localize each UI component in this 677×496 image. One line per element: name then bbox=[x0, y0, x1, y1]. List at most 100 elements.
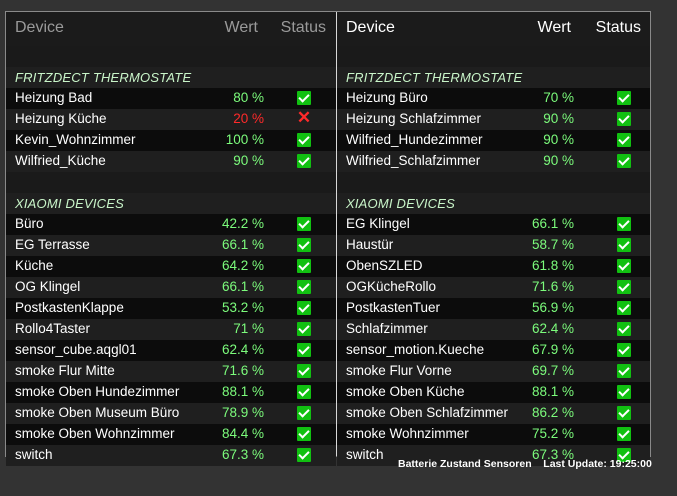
battery-status-panel: Device Wert Status FRITZDECT THERMOSTATE… bbox=[5, 11, 651, 466]
right-header-status: Status bbox=[595, 19, 641, 36]
status-ok-icon bbox=[617, 91, 631, 105]
device-name: ObenSZLED bbox=[346, 258, 423, 273]
table-row: smoke Oben Küche 88.1 % bbox=[337, 382, 650, 403]
device-value: 20 % bbox=[233, 111, 264, 126]
device-name: smoke Wohnzimmer bbox=[346, 426, 469, 441]
table-row: switch 67.3 % bbox=[337, 445, 650, 466]
status-ok-icon bbox=[297, 385, 311, 399]
device-value: 88.1 % bbox=[221, 384, 264, 399]
left-column: Device Wert Status FRITZDECT THERMOSTATE… bbox=[6, 12, 336, 466]
device-value: 62.4 % bbox=[221, 342, 264, 357]
section-title: XIAOMI DEVICES bbox=[346, 196, 455, 211]
device-name: smoke Oben Küche bbox=[346, 384, 465, 399]
right-header: Device Wert Status bbox=[337, 12, 650, 48]
device-name: Büro bbox=[15, 216, 44, 231]
table-row: smoke Oben Schlafzimmer 86.2 % bbox=[337, 403, 650, 424]
status-ok-icon bbox=[297, 406, 311, 420]
table-row: Heizung Bad 80 % bbox=[6, 88, 336, 109]
status-ok-icon bbox=[297, 133, 311, 147]
device-name: Wilfried_Schlafzimmer bbox=[346, 153, 481, 168]
table-row: smoke Wohnzimmer 75.2 % bbox=[337, 424, 650, 445]
device-value: 71 % bbox=[233, 321, 264, 336]
table-row: EG Klingel 66.1 % bbox=[337, 214, 650, 235]
device-value: 58.7 % bbox=[531, 237, 574, 252]
status-ok-icon bbox=[617, 385, 631, 399]
table-row: ObenSZLED 61.8 % bbox=[337, 256, 650, 277]
status-ok-icon bbox=[617, 448, 631, 462]
status-ok-icon bbox=[297, 238, 311, 252]
section-header-xiaomi: XIAOMI DEVICES bbox=[337, 193, 650, 214]
status-ok-icon bbox=[297, 280, 311, 294]
device-name: PostkastenTuer bbox=[346, 300, 441, 315]
device-value: 42.2 % bbox=[221, 216, 264, 231]
device-name: Heizung Büro bbox=[346, 90, 428, 105]
section-title: FRITZDECT THERMOSTATE bbox=[15, 70, 192, 85]
device-value: 88.1 % bbox=[531, 384, 574, 399]
status-ok-icon bbox=[617, 154, 631, 168]
device-value: 90 % bbox=[543, 111, 574, 126]
left-header: Device Wert Status bbox=[6, 12, 336, 48]
table-row: Haustür 58.7 % bbox=[337, 235, 650, 256]
table-row: OG Klingel 66.1 % bbox=[6, 277, 336, 298]
device-value: 71.6 % bbox=[221, 363, 264, 378]
device-name: Rollo4Taster bbox=[15, 321, 91, 336]
device-value: 67.3 % bbox=[221, 447, 264, 462]
status-ok-icon bbox=[617, 280, 631, 294]
status-ok-icon bbox=[617, 343, 631, 357]
device-value: 67.9 % bbox=[531, 342, 574, 357]
status-ok-icon bbox=[617, 406, 631, 420]
device-value: 78.9 % bbox=[221, 405, 264, 420]
table-row: Wilfried_Hundezimmer 90 % bbox=[337, 130, 650, 151]
device-name: Küche bbox=[15, 258, 54, 273]
section-header-fritz: FRITZDECT THERMOSTATE bbox=[6, 67, 336, 88]
table-row: Wilfried_Schlafzimmer 90 % bbox=[337, 151, 650, 172]
left-header-wert: Wert bbox=[224, 19, 258, 36]
device-name: OGKücheRollo bbox=[346, 279, 437, 294]
device-name: smoke Flur Vorne bbox=[346, 363, 452, 378]
device-value: 90 % bbox=[543, 153, 574, 168]
device-value: 70 % bbox=[543, 90, 574, 105]
device-name: Wilfried_Küche bbox=[15, 153, 106, 168]
device-name: smoke Flur Mitte bbox=[15, 363, 115, 378]
section-title: XIAOMI DEVICES bbox=[15, 196, 124, 211]
table-row: sensor_cube.aqgl01 62.4 % bbox=[6, 340, 336, 361]
device-name: Schlafzimmer bbox=[346, 321, 428, 336]
device-value: 71.6 % bbox=[531, 279, 574, 294]
device-name: sensor_motion.Kueche bbox=[346, 342, 485, 357]
table-row: Schlafzimmer 62.4 % bbox=[337, 319, 650, 340]
device-name: EG Terrasse bbox=[15, 237, 90, 252]
device-name: switch bbox=[346, 447, 384, 462]
status-ok-icon bbox=[297, 427, 311, 441]
table-row: Heizung Küche 20 % ✕ bbox=[6, 109, 336, 130]
device-value: 66.1 % bbox=[531, 216, 574, 231]
table-row: Büro 42.2 % bbox=[6, 214, 336, 235]
device-value: 100 % bbox=[225, 132, 264, 147]
status-ok-icon bbox=[617, 112, 631, 126]
status-ok-icon bbox=[297, 217, 311, 231]
device-value: 84.4 % bbox=[221, 426, 264, 441]
device-value: 90 % bbox=[233, 153, 264, 168]
table-row: smoke Oben Museum Büro 78.9 % bbox=[6, 403, 336, 424]
status-ok-icon bbox=[297, 364, 311, 378]
status-ok-icon bbox=[297, 154, 311, 168]
device-name: switch bbox=[15, 447, 53, 462]
table-row: Wilfried_Küche 90 % bbox=[6, 151, 336, 172]
section-spacer bbox=[6, 172, 336, 193]
right-header-wert: Wert bbox=[537, 19, 571, 36]
device-name: smoke Oben Wohnzimmer bbox=[15, 426, 175, 441]
status-ok-icon bbox=[297, 91, 311, 105]
table-row: smoke Oben Hundezimmer 88.1 % bbox=[6, 382, 336, 403]
section-header-fritz: FRITZDECT THERMOSTATE bbox=[337, 67, 650, 88]
device-name: PostkastenKlappe bbox=[15, 300, 124, 315]
table-row: Küche 64.2 % bbox=[6, 256, 336, 277]
device-value: 75.2 % bbox=[531, 426, 574, 441]
status-ok-icon bbox=[617, 259, 631, 273]
status-ok-icon bbox=[617, 133, 631, 147]
status-ok-icon bbox=[617, 322, 631, 336]
right-header-device: Device bbox=[346, 19, 395, 36]
table-row: Heizung Schlafzimmer 90 % bbox=[337, 109, 650, 130]
status-ok-icon bbox=[297, 343, 311, 357]
table-row: Kevin_Wohnzimmer 100 % bbox=[6, 130, 336, 151]
left-header-device: Device bbox=[15, 19, 64, 36]
device-name: sensor_cube.aqgl01 bbox=[15, 342, 137, 357]
